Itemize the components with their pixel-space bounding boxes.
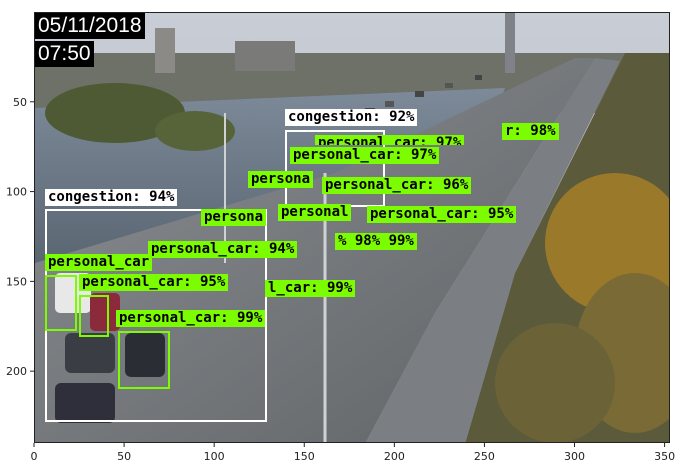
detection-label: personal_car: 95% <box>79 274 229 291</box>
detection-box-vehicle <box>79 295 109 337</box>
y-axis: 50 100 150 200 <box>6 96 34 378</box>
car <box>55 383 115 423</box>
x-tick-label: 350 <box>654 450 675 463</box>
tower <box>505 13 515 73</box>
detection-label: personal <box>278 204 352 221</box>
y-tick-label: 50 <box>13 96 27 109</box>
car <box>445 83 453 88</box>
detection-label: personal_car: 99% <box>116 310 266 327</box>
tree-cluster <box>45 83 185 143</box>
x-tick-label: 100 <box>204 450 225 463</box>
car <box>415 91 424 97</box>
car <box>385 101 394 107</box>
road <box>35 58 595 442</box>
car <box>125 333 165 377</box>
x-tick-label: 50 <box>117 450 131 463</box>
y-tick-label: 200 <box>6 365 27 378</box>
detection-box-vehicle <box>45 275 77 331</box>
x-axis: 0 50 100 150 200 250 300 350 <box>31 443 675 463</box>
x-tick-label: 0 <box>31 450 38 463</box>
detection-label: % 98% 99% <box>335 233 417 250</box>
detection-label: r: 98% <box>502 123 559 140</box>
detection-label: personal_car: 94% <box>148 241 298 258</box>
detection-label: personal_car: 97% <box>290 147 440 164</box>
detection-label: l_car: 99% <box>265 280 356 297</box>
x-tick-label: 150 <box>294 450 315 463</box>
overlay-date: 05/11/2018 <box>35 13 145 39</box>
detection-label: personal_car <box>45 254 153 271</box>
camera-frame: 05/11/2018 07:50 congestion: 94% congest… <box>34 12 670 443</box>
detection-label: congestion: 92% <box>285 109 418 126</box>
detection-label: persona <box>248 171 314 188</box>
x-tick-label: 300 <box>564 450 585 463</box>
detection-label: personal_car: 95% <box>367 206 517 223</box>
x-tick-label: 250 <box>474 450 495 463</box>
building <box>155 28 175 73</box>
y-tick-label: 150 <box>6 275 27 288</box>
detection-label: persona <box>201 209 267 226</box>
bridge-lane <box>366 58 620 442</box>
car <box>475 75 482 80</box>
tree-cluster <box>155 111 235 151</box>
x-tick-label: 200 <box>384 450 405 463</box>
building <box>235 41 295 71</box>
overlay-time: 07:50 <box>35 41 94 67</box>
detection-box-vehicle <box>118 331 170 389</box>
detection-label: personal_car: 96% <box>322 177 472 194</box>
detection-label: personal_car: 97% <box>315 135 465 145</box>
car <box>65 333 115 373</box>
camera-scene <box>35 13 669 442</box>
car <box>90 293 120 331</box>
detection-label: congestion: 94% <box>45 189 178 206</box>
y-tick-label: 100 <box>6 186 27 199</box>
autumn-tree <box>495 323 615 442</box>
